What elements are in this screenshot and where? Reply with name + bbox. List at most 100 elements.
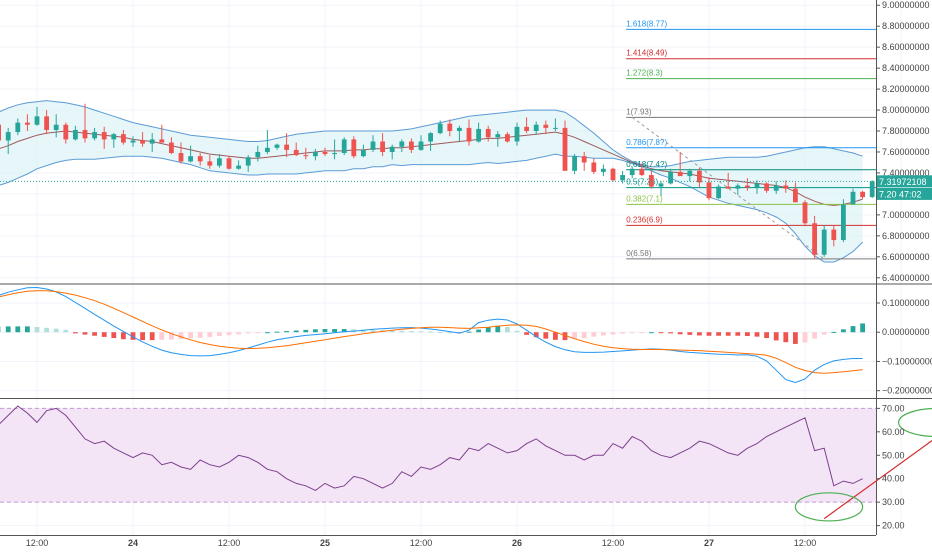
candle-body xyxy=(34,116,40,125)
candle-body xyxy=(255,151,261,158)
price-axis[interactable]: 9.00000000 8.80000000 8.60000000 8.40000000… xyxy=(876,0,932,531)
candle xyxy=(658,181,664,197)
candle xyxy=(764,182,769,193)
bollinger-upper xyxy=(0,100,863,168)
candle xyxy=(332,139,337,160)
candle-body xyxy=(73,129,78,140)
candle xyxy=(869,180,875,199)
candle-body xyxy=(745,185,750,188)
macd-histogram-bar xyxy=(0,326,2,333)
last-price-value: 7.31972108 xyxy=(879,177,927,187)
candle-body xyxy=(812,223,817,255)
candle xyxy=(111,133,117,148)
candle xyxy=(322,147,328,157)
macd-histogram-bar xyxy=(764,332,769,339)
candle-body xyxy=(409,141,414,150)
candle-body xyxy=(428,133,433,142)
candle-body xyxy=(476,128,481,142)
time-tick-label: 27 xyxy=(704,538,714,548)
macd-histogram-bar xyxy=(697,332,702,336)
candle-body xyxy=(620,175,625,181)
candle-body xyxy=(466,127,472,142)
candle-body xyxy=(130,140,136,143)
rsi-tick-label: 30.00 xyxy=(882,497,905,507)
price-tick-label: 6.40000000 xyxy=(882,273,930,283)
macd-histogram-bar xyxy=(361,329,366,333)
price-tick-label: 8.80000000 xyxy=(882,21,930,31)
bollinger-fill xyxy=(0,100,863,262)
macd-histogram-bar xyxy=(476,329,481,333)
macd-histogram-bar xyxy=(812,332,817,339)
rsi-band xyxy=(0,408,876,503)
candle-body xyxy=(322,151,328,155)
macd-histogram-bar xyxy=(437,331,443,333)
last-price-tag[interactable]: 7.31972108 xyxy=(877,175,932,188)
candle xyxy=(485,125,491,142)
macd-histogram-bar xyxy=(188,332,193,339)
candle xyxy=(284,133,289,158)
fib-level-label: 0.236(6.9) xyxy=(626,215,663,224)
candle xyxy=(812,215,817,259)
macd-panel xyxy=(0,286,865,384)
macd-histogram-bar xyxy=(735,332,741,336)
candle xyxy=(495,131,501,147)
macd-histogram-bar xyxy=(591,332,597,337)
candle-body xyxy=(101,132,107,140)
macd-histogram-bar xyxy=(860,323,865,333)
candle xyxy=(130,136,136,147)
macd-histogram-bar xyxy=(428,331,433,333)
candle xyxy=(668,168,673,185)
macd-histogram-bar xyxy=(92,332,97,336)
countdown-value: 7.20 47:02 xyxy=(879,189,922,199)
time-tick-label: 12:00 xyxy=(794,538,817,548)
candle xyxy=(581,151,587,171)
fibonacci-levels: 1.618(8.77) 1.414(8.49) 1.272(8.3) 1(7.93) 0… xyxy=(626,19,876,260)
fib-level-label: 1.272(8.3) xyxy=(626,69,663,78)
candle-body xyxy=(25,122,30,125)
macd-histogram-bar xyxy=(629,332,635,334)
macd-histogram-bar xyxy=(5,326,11,333)
candle xyxy=(687,168,693,182)
rsi-tick-label: 20.00 xyxy=(882,521,905,531)
macd-histogram-bar xyxy=(620,332,625,334)
macd-histogram-bar xyxy=(745,332,750,337)
candle-body xyxy=(591,162,597,172)
countdown-tag-bg xyxy=(877,187,932,200)
candle xyxy=(841,199,846,243)
macd-histogram-bar xyxy=(370,329,376,333)
candle xyxy=(149,133,155,152)
candle xyxy=(505,132,510,143)
time-tick-label: 12:00 xyxy=(410,538,433,548)
macd-tick-label: 0.00000000 xyxy=(882,327,930,337)
price-tick-label: 9.00000000 xyxy=(882,0,930,10)
candle-body xyxy=(437,123,443,134)
candle xyxy=(725,172,731,189)
candle xyxy=(649,170,654,189)
macd-histogram-bar xyxy=(409,331,414,333)
candle-body xyxy=(601,168,606,172)
macd-histogram-bar xyxy=(121,332,126,340)
macd-histogram-bar xyxy=(293,330,299,333)
candle-body xyxy=(802,202,808,224)
candle xyxy=(697,167,702,188)
macd-histogram-bar xyxy=(63,329,69,333)
macd-tick-label: −0.20000000 xyxy=(882,386,932,396)
candle-body xyxy=(44,116,49,130)
macd-histogram-bar xyxy=(101,332,107,337)
candle-body xyxy=(303,155,309,157)
candle-body xyxy=(313,151,318,157)
time-tick-label: 24 xyxy=(128,538,138,548)
candle-body xyxy=(860,191,865,198)
candle-body xyxy=(361,149,366,157)
candle xyxy=(860,190,865,200)
price-tick-label: 8.40000000 xyxy=(882,63,930,73)
candle xyxy=(178,142,184,164)
time-axis[interactable]: 12:00 24 12:00 25 12:00 26 12:00 27 12:00 xyxy=(26,538,817,548)
candle-body xyxy=(399,141,405,147)
time-tick-label: 12:00 xyxy=(218,538,241,548)
price-tick-label: 6.60000000 xyxy=(882,252,930,262)
macd-histogram-bar xyxy=(111,332,117,339)
price-tick-label: 6.80000000 xyxy=(882,231,930,241)
